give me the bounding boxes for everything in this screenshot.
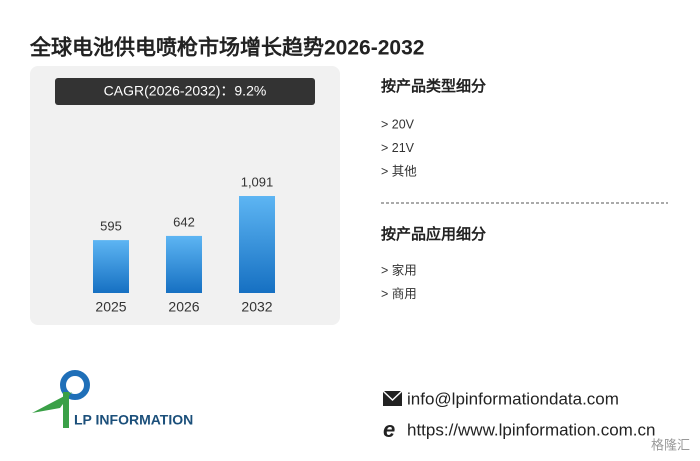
section-heading: 按产品类型细分 [381,77,486,95]
section-item: > 家用 [381,262,417,277]
cagr-label: CAGR(2026-2032)：9.2% [104,83,267,99]
x-tick-label: 2025 [95,299,126,315]
email-icon [382,390,403,406]
section-item: > 21V [381,141,415,155]
value-label: 642 [173,214,195,229]
logo-text: LP INFORMATION [74,412,193,428]
x-tick-label: 2032 [241,299,272,315]
cagr-badge [55,78,315,105]
x-tick-label: 2026 [168,299,199,315]
title: 全球电池供电喷枪市场增长趋势2026-2032 [29,36,424,60]
email: info@lpinformationdata.com [407,389,619,408]
url: https://www.lpinformation.com.cn [407,420,655,439]
section-item: > 20V [381,117,415,131]
bar [239,196,275,293]
logo-mark [32,370,90,428]
bar [166,235,202,293]
section-heading: 按产品应用细分 [381,225,486,243]
value-label: 1,091 [241,174,274,189]
section-item: > 商用 [381,286,417,301]
watermark: 格隆汇 [651,437,690,452]
bar [93,240,129,293]
section-item: > 其他 [381,164,417,178]
value-label: 595 [100,219,122,234]
web-icon: e [383,417,395,442]
